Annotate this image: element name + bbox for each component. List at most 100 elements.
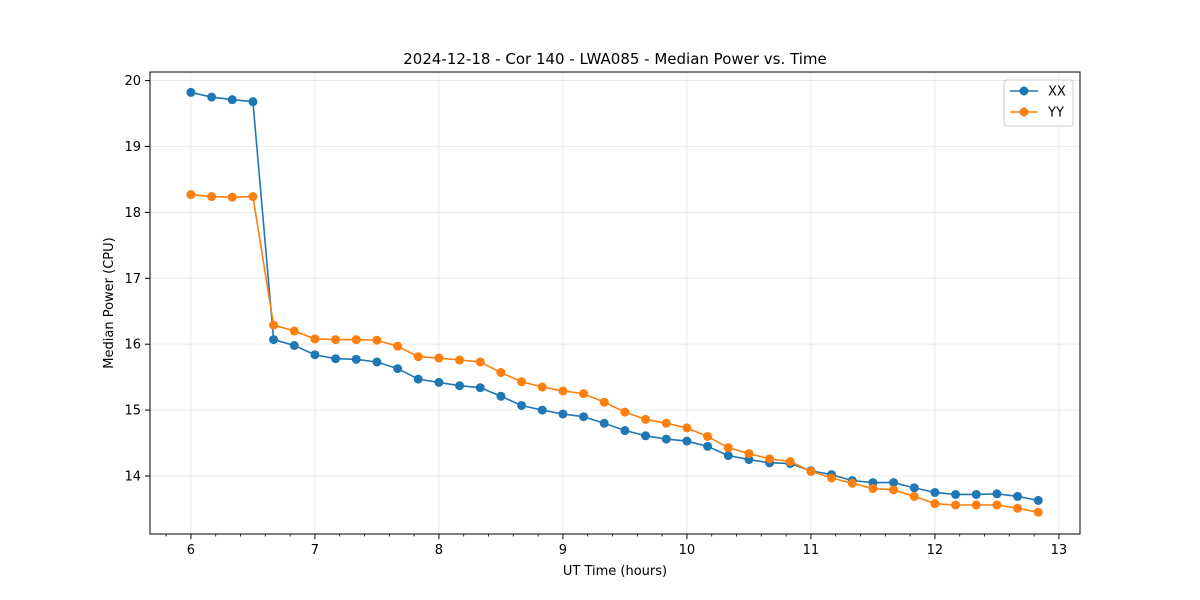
chart-title: 2024-12-18 - Cor 140 - LWA085 - Median P… [403,50,827,68]
data-point-yy [661,418,671,428]
data-point-yy [207,192,217,202]
data-point-yy [806,466,816,476]
data-point-xx [599,418,609,428]
data-point-xx [1013,491,1023,501]
y-axis: 14 15 16 17 18 19 20 [124,74,150,485]
data-point-xx [992,489,1002,499]
data-point-yy [517,377,527,387]
legend: XX YY [1003,79,1074,127]
data-point-xx [641,431,651,441]
data-point-xx [703,441,713,451]
data-point-xx [269,335,279,345]
series-layer [186,87,1043,517]
data-point-yy [744,449,754,459]
data-point-xx [620,426,630,436]
data-point-xx [413,374,423,384]
data-point-xx [951,489,961,499]
data-point-yy [909,491,919,501]
data-point-yy [641,414,651,424]
data-point-xx [455,381,465,391]
data-point-xx [930,487,940,497]
x-axis-label: UT Time (hours) [563,564,667,579]
legend-marker-xx [1019,86,1029,96]
data-point-xx [558,409,568,419]
data-point-xx [372,357,382,367]
data-point-xx [682,436,692,446]
data-point-yy [723,443,733,453]
data-point-yy [496,368,506,378]
data-point-xx [434,377,444,387]
y-axis-label: Median Power (CPU) [102,237,117,368]
data-point-xx [227,95,237,105]
data-point-yy [289,326,299,336]
data-point-xx [971,489,981,499]
data-point-xx [661,434,671,444]
data-point-yy [620,407,630,417]
data-point-yy [475,357,485,367]
data-point-yy [827,473,837,483]
x-tick-label: 6 [187,543,195,558]
data-point-yy [351,335,361,345]
data-point-yy [331,335,341,345]
legend-marker-yy [1019,107,1029,117]
data-point-xx [351,354,361,364]
legend-label-yy: YY [1047,106,1064,121]
data-point-yy [393,341,403,351]
x-tick-label: 12 [927,543,944,558]
data-point-yy [558,386,568,396]
data-point-xx [310,350,320,360]
data-point-yy [868,484,878,494]
y-tick-label: 16 [124,338,141,353]
y-tick-label: 14 [124,470,141,485]
data-point-xx [393,364,403,374]
data-point-yy [310,334,320,344]
data-point-yy [599,397,609,407]
data-point-xx [579,412,589,422]
y-tick-label: 17 [124,272,141,287]
y-tick-label: 15 [124,404,141,419]
y-tick-label: 18 [124,206,141,221]
data-point-yy [1033,507,1043,517]
data-point-xx [723,451,733,461]
plot-frame [149,71,1081,535]
data-point-xx [517,400,527,410]
y-tick-label: 20 [124,74,141,89]
data-point-xx [289,341,299,351]
data-point-xx [248,97,258,107]
x-tick-label: 8 [435,543,443,558]
data-point-yy [537,382,547,392]
data-point-yy [455,355,465,365]
data-point-yy [951,500,961,510]
data-point-xx [889,478,899,488]
data-point-yy [269,320,279,330]
data-point-yy [186,190,196,200]
data-point-xx [475,383,485,393]
data-point-xx [909,483,919,493]
data-point-yy [971,500,981,510]
legend-label-xx: XX [1048,85,1066,100]
data-point-xx [1033,495,1043,505]
data-point-yy [1013,503,1023,513]
data-point-yy [227,192,237,202]
data-point-yy [248,192,258,202]
x-tick-label: 10 [679,543,696,558]
data-point-yy [434,353,444,363]
data-point-xx [496,391,506,401]
data-point-yy [579,389,589,399]
y-tick-label: 19 [124,140,141,155]
data-point-yy [889,485,899,495]
data-point-yy [682,423,692,433]
data-point-xx [207,92,217,102]
data-point-yy [992,500,1002,510]
data-point-xx [331,354,341,364]
grid [150,72,1080,534]
data-point-yy [703,431,713,441]
x-axis: 6 7 8 9 10 11 12 13 [165,534,1068,558]
data-point-yy [930,499,940,509]
x-tick-label: 13 [1051,543,1068,558]
x-tick-label: 11 [803,543,820,558]
data-point-yy [847,478,857,488]
data-point-yy [765,454,775,464]
